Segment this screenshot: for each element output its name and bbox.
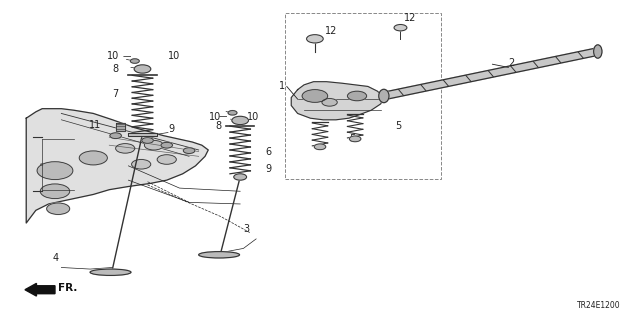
Text: 4: 4 <box>53 253 59 263</box>
Text: —: — <box>122 52 131 61</box>
Circle shape <box>161 142 173 148</box>
Polygon shape <box>381 48 600 99</box>
Circle shape <box>234 174 246 180</box>
Polygon shape <box>129 132 157 136</box>
Circle shape <box>302 90 328 102</box>
Circle shape <box>40 184 70 198</box>
Text: 6: 6 <box>266 146 272 157</box>
Text: 12: 12 <box>325 26 337 36</box>
Circle shape <box>47 203 70 214</box>
Text: 9: 9 <box>266 164 272 174</box>
Ellipse shape <box>90 269 131 275</box>
Text: 9: 9 <box>168 124 174 134</box>
Polygon shape <box>116 123 125 131</box>
Text: —: — <box>219 112 227 121</box>
Circle shape <box>116 144 135 153</box>
Text: 8: 8 <box>215 121 221 131</box>
Circle shape <box>37 162 73 180</box>
Circle shape <box>79 151 108 165</box>
Circle shape <box>394 25 407 31</box>
Text: 10: 10 <box>107 51 119 61</box>
Polygon shape <box>291 82 384 120</box>
Polygon shape <box>26 109 208 223</box>
Text: 11: 11 <box>89 120 101 130</box>
Text: TR24E1200: TR24E1200 <box>577 301 620 310</box>
Ellipse shape <box>379 89 389 103</box>
Circle shape <box>142 137 154 143</box>
Circle shape <box>348 91 367 101</box>
Text: 1: 1 <box>279 81 285 92</box>
Bar <box>285 13 442 179</box>
Text: 8: 8 <box>113 64 119 74</box>
Text: 5: 5 <box>396 121 402 131</box>
Circle shape <box>322 99 337 106</box>
Circle shape <box>307 35 323 43</box>
Text: 10: 10 <box>209 112 221 122</box>
Text: 5: 5 <box>349 134 355 144</box>
Circle shape <box>132 160 151 169</box>
FancyArrow shape <box>25 283 55 296</box>
Circle shape <box>145 140 164 150</box>
Ellipse shape <box>594 45 602 58</box>
Circle shape <box>131 59 140 63</box>
Circle shape <box>314 144 326 150</box>
Circle shape <box>134 65 151 73</box>
Text: 10: 10 <box>246 112 259 122</box>
Text: FR.: FR. <box>58 283 77 293</box>
Circle shape <box>183 148 195 153</box>
Text: 2: 2 <box>508 58 515 68</box>
Text: 12: 12 <box>404 13 417 23</box>
Circle shape <box>228 111 237 115</box>
Ellipse shape <box>198 252 239 258</box>
Circle shape <box>110 133 122 138</box>
Text: 7: 7 <box>113 89 119 100</box>
Circle shape <box>157 155 176 164</box>
Text: c: c <box>39 162 43 167</box>
Text: 3: 3 <box>243 224 250 234</box>
Circle shape <box>349 136 361 142</box>
Circle shape <box>232 116 248 124</box>
Text: 10: 10 <box>168 51 180 61</box>
